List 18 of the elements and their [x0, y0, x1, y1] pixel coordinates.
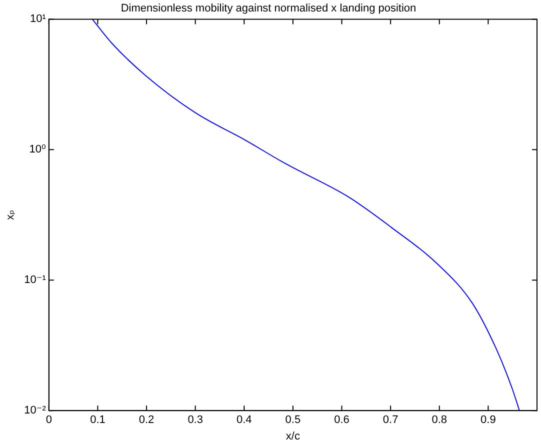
line-series: [92, 19, 520, 411]
x-tick-label: 0.2: [138, 414, 154, 426]
x-tick-label: 0: [46, 414, 52, 426]
y-tick-label: 10⁻¹: [24, 274, 46, 286]
x-tick-label: 0.4: [236, 414, 252, 426]
chart-title: Dimensionless mobility against normalised x landing position: [120, 2, 416, 15]
x-tick-label: 0.8: [432, 414, 448, 426]
x-tick-label: 0.5: [285, 414, 301, 426]
y-tick-label: 10¹: [30, 13, 46, 26]
y-axis-title: xₚ: [4, 210, 17, 220]
x-tick-label: 0.6: [334, 414, 350, 426]
y-tick-label: 10⁰: [29, 144, 46, 156]
y-tick-label: 10⁻²: [24, 404, 46, 417]
x-tick-label: 0.3: [188, 414, 203, 426]
x-tick-label: 0.1: [90, 414, 106, 426]
x-tick-label: 0.9: [480, 414, 496, 426]
x-tick-label: 0.7: [382, 414, 398, 426]
x-axis-title: x/c: [286, 430, 300, 442]
